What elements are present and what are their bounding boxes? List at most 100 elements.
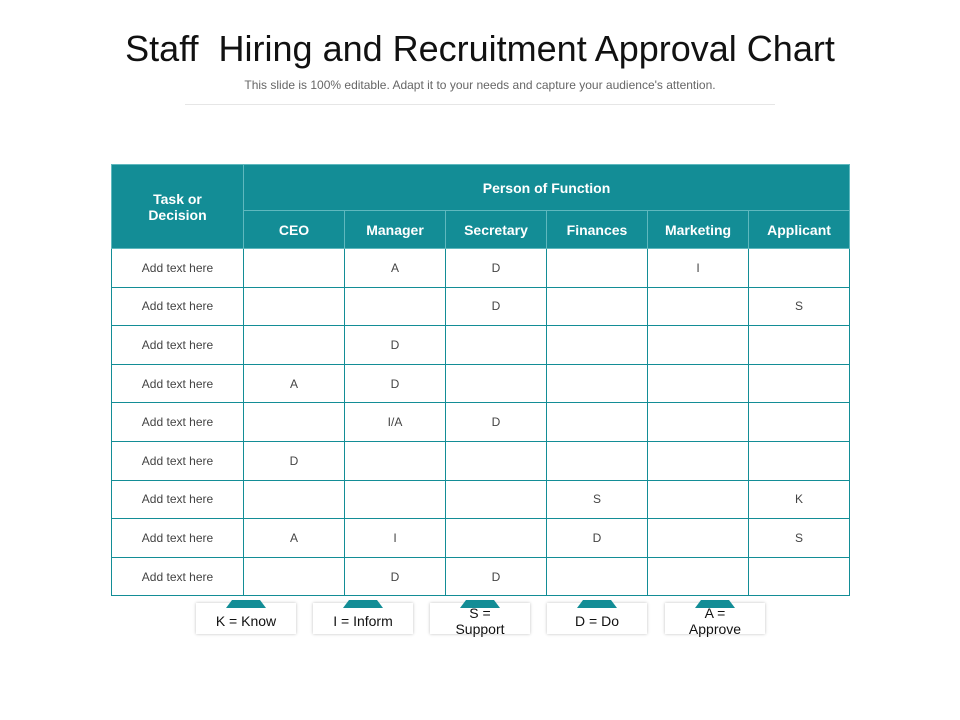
role-cell: I/A <box>344 402 446 442</box>
legend: K = Know I = Inform S = Support D = Do A = A… <box>0 600 960 643</box>
role-cell: D <box>344 325 446 365</box>
role-cell <box>647 479 749 520</box>
column-header: Finances <box>546 210 648 249</box>
table-row: Add text here I/A D <box>111 402 851 442</box>
table-row: Add text here D <box>111 325 851 365</box>
role-cell <box>647 402 749 442</box>
role-cell: A <box>344 248 446 288</box>
task-header: Task or Decision <box>111 164 244 249</box>
table-row: Add text here S K <box>111 479 851 520</box>
role-cell: D <box>445 556 547 597</box>
task-header-text: Task or Decision <box>148 190 207 223</box>
role-cell <box>546 402 648 442</box>
column-header: Marketing <box>647 210 749 249</box>
role-cell <box>546 248 648 288</box>
role-cell <box>747 402 851 442</box>
role-cell <box>546 286 648 327</box>
role-cell <box>243 286 345 327</box>
legend-text: A = Approve <box>688 604 742 637</box>
legend-text: D = Do <box>575 612 619 629</box>
legend-tab <box>460 600 500 608</box>
role-cell <box>243 248 345 288</box>
legend-text: S = Support <box>455 604 505 637</box>
column-header: Secretary <box>445 210 547 249</box>
table-row: Add text here A I D S <box>111 518 851 558</box>
legend-tab <box>577 600 617 608</box>
task-cell: Add text here <box>111 402 244 442</box>
role-cell: D <box>344 363 446 404</box>
column-header: Manager <box>344 210 446 249</box>
role-cell: K <box>747 479 851 520</box>
task-cell: Add text here <box>111 363 244 404</box>
role-cell: A <box>243 363 345 404</box>
table-row: Add text here D D <box>111 556 851 597</box>
role-cell <box>243 402 345 442</box>
table-row: Add text here A D I <box>111 248 851 288</box>
role-cell <box>747 248 851 288</box>
role-cell <box>344 286 446 327</box>
role-cell <box>445 440 547 481</box>
role-cell <box>647 325 749 365</box>
divider <box>185 104 775 105</box>
table-row: Add text here D <box>111 440 851 481</box>
legend-item: A = Approve <box>665 600 765 637</box>
task-cell: Add text here <box>111 518 244 558</box>
role-cell <box>344 479 446 520</box>
role-cell <box>546 325 648 365</box>
role-cell: D <box>445 286 547 327</box>
role-cell <box>647 363 749 404</box>
legend-item: I = Inform <box>313 600 413 634</box>
task-cell: Add text here <box>111 248 244 288</box>
title: Staff Hiring and Recruitment Approval Ch… <box>125 28 835 69</box>
task-cell: Add text here <box>111 479 244 520</box>
column-header: CEO <box>243 210 345 249</box>
role-cell <box>243 479 345 520</box>
task-cell: Add text here <box>111 556 244 597</box>
group-header: Person of Function <box>242 164 851 211</box>
role-cell: D <box>445 248 547 288</box>
role-cell: D <box>243 440 345 481</box>
role-cell <box>243 325 345 365</box>
legend-tab <box>226 600 266 608</box>
role-cell <box>647 556 749 597</box>
subtitle: This slide is 100% editable. Adapt it to… <box>244 78 716 92</box>
role-cell <box>647 518 749 558</box>
role-cell: S <box>546 479 648 520</box>
role-cell <box>747 325 851 365</box>
role-cell <box>546 556 648 597</box>
column-header: Applicant <box>747 210 851 249</box>
legend-item: D = Do <box>547 600 647 634</box>
legend-tab <box>695 600 735 608</box>
role-cell: S <box>747 286 851 327</box>
task-cell: Add text here <box>111 325 244 365</box>
role-cell: A <box>243 518 345 558</box>
role-cell: S <box>747 518 851 558</box>
role-cell <box>445 518 547 558</box>
approval-table: Task or Decision Person of Function CEO M… <box>111 164 851 597</box>
legend-item: S = Support <box>430 600 530 637</box>
role-cell <box>747 556 851 597</box>
task-cell: Add text here <box>111 286 244 327</box>
role-cell <box>647 286 749 327</box>
table-row: Add text here A D <box>111 363 851 404</box>
role-cell <box>344 440 446 481</box>
role-cell <box>546 440 648 481</box>
role-cell: D <box>445 402 547 442</box>
role-cell <box>445 479 547 520</box>
role-cell <box>747 440 851 481</box>
role-cell <box>445 363 547 404</box>
role-cell: D <box>546 518 648 558</box>
task-cell: Add text here <box>111 440 244 481</box>
table-row: Add text here D S <box>111 286 851 327</box>
legend-text: I = Inform <box>333 612 393 629</box>
role-cell: I <box>647 248 749 288</box>
role-cell <box>747 363 851 404</box>
role-cell: D <box>344 556 446 597</box>
role-cell: I <box>344 518 446 558</box>
legend-tab <box>343 600 383 608</box>
role-cell <box>243 556 345 597</box>
legend-item: K = Know <box>196 600 296 634</box>
legend-text: K = Know <box>215 612 277 629</box>
role-cell <box>546 363 648 404</box>
